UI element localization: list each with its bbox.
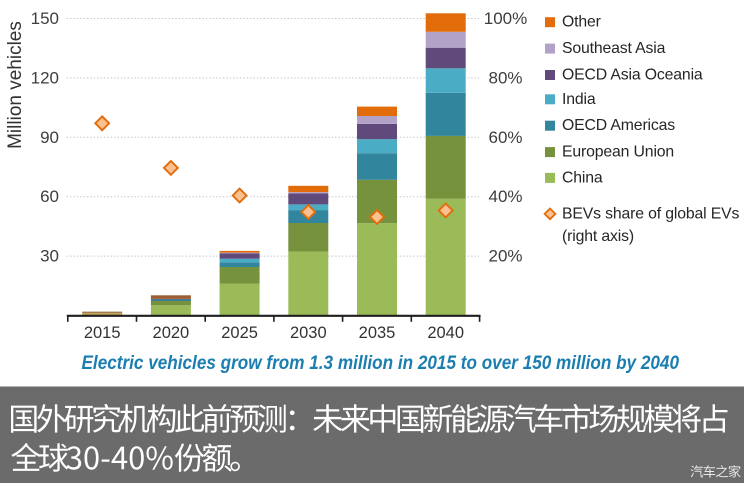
svg-text:European Union: European Union [562,144,674,161]
svg-text:60%: 60% [488,128,522,147]
svg-text:2015: 2015 [84,324,121,342]
svg-text:OECD Americas: OECD Americas [562,117,675,134]
svg-text:Southeast Asia: Southeast Asia [562,40,666,57]
svg-text:(right axis): (right axis) [562,228,634,245]
svg-text:40%: 40% [488,187,522,206]
svg-text:India: India [562,91,596,108]
svg-text:90: 90 [40,128,59,147]
svg-text:China: China [562,169,603,186]
svg-text:2035: 2035 [359,324,396,342]
svg-text:20%: 20% [488,247,522,266]
svg-text:2025: 2025 [221,324,258,342]
svg-text:30: 30 [40,247,59,266]
svg-text:120: 120 [31,68,59,87]
svg-text:Million vehicles: Million vehicles [5,21,26,149]
svg-text:Electric vehicles grow from 1.: Electric vehicles grow from 1.3 million … [82,353,680,374]
svg-text:Other: Other [562,14,601,31]
svg-text:2020: 2020 [153,324,190,342]
svg-text:OECD Asia Oceania: OECD Asia Oceania [562,67,703,84]
svg-text:60: 60 [40,187,59,206]
svg-text:100%: 100% [484,9,527,28]
svg-text:2030: 2030 [290,324,327,342]
svg-text:80%: 80% [488,68,522,87]
svg-text:2040: 2040 [427,324,464,342]
svg-text:BEVs share of global EVs: BEVs share of global EVs [562,205,740,222]
svg-text:150: 150 [31,9,59,28]
